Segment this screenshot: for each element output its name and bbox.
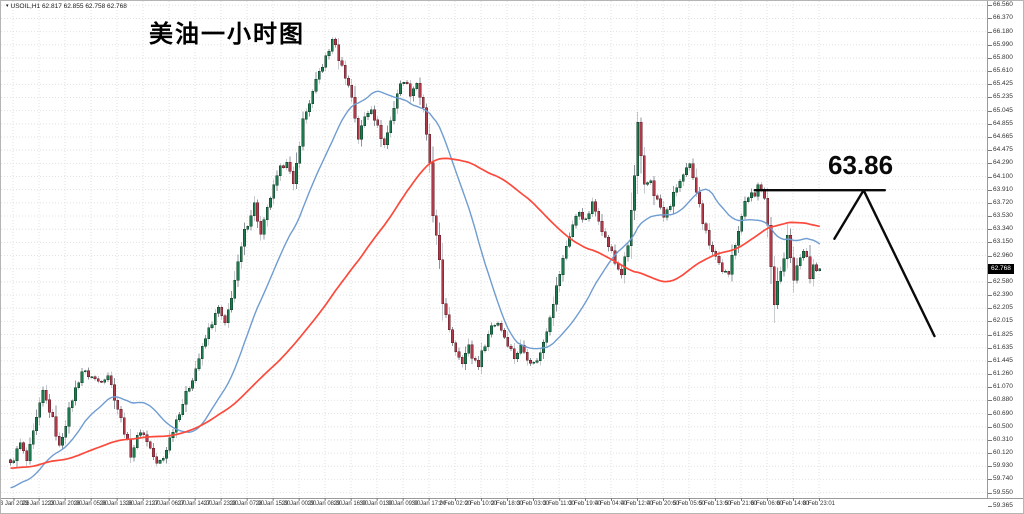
x-axis-label: 4 Feb 12:00 [620, 498, 654, 507]
slow-ma-line [10, 157, 820, 469]
current-price-tag: 62.768 [988, 263, 1014, 274]
symbol-info-line: ▾ USOIL,H1 62.817 62.855 62.758 62.768 [6, 3, 127, 10]
y-axis-label: 63.720 [988, 198, 1013, 206]
y-axis-label: 59.365 [988, 501, 1013, 509]
y-axis-label: 61.635 [988, 343, 1013, 351]
x-axis-label: 30 Jan 09:00 [385, 498, 421, 507]
price-axis[interactable]: 66.560 66.370 66.180 65.990 65.800 65.610 65.4… [987, 1, 1023, 513]
y-axis-label: 62.580 [988, 277, 1013, 285]
y-axis-label: 59.550 [988, 488, 1013, 496]
y-axis-label: 60.120 [988, 449, 1013, 457]
y-axis-label: 62.015 [988, 317, 1013, 325]
x-axis-label: 2 Feb 18:00 [490, 498, 524, 507]
y-axis-label: 65.800 [988, 53, 1013, 61]
y-axis-label: 65.610 [988, 67, 1013, 75]
x-axis-label: 5 Feb 21:00 [724, 498, 758, 507]
y-axis-label: 60.880 [988, 396, 1013, 404]
chart-marker-icon: ▾ [6, 3, 9, 9]
y-axis-label: 59.740 [988, 475, 1013, 483]
x-axis-label: 26 Jan 05:00 [73, 498, 109, 507]
x-axis-label: 4 Feb 20:00 [646, 498, 680, 507]
y-axis-label: 66.560 [988, 1, 1013, 9]
y-axis-label: 64.100 [988, 172, 1013, 180]
x-axis-label: 2 Feb 02:00 [438, 498, 472, 507]
x-axis-label: 23 Jan 12:00 [21, 498, 57, 507]
grid-layer [1, 1, 987, 498]
y-axis-label: 65.425 [988, 80, 1013, 88]
y-axis-label: 63.340 [988, 225, 1013, 233]
axis-separator-vertical [987, 1, 988, 498]
x-axis-label: 29 Jan 00:00 [281, 498, 317, 507]
y-axis-label: 60.500 [988, 422, 1013, 430]
y-axis-label: 63.530 [988, 212, 1013, 220]
x-axis-label: 30 Jan 17:00 [411, 498, 447, 507]
fast-ma-line [10, 90, 821, 489]
x-axis-label: 5 Feb 13:00 [698, 498, 732, 507]
chart-title-annotation[interactable]: 美油一小时图 [149, 21, 305, 48]
x-axis-label: 28 Jan 07:00 [229, 498, 265, 507]
x-axis-label: 28 Jan 15:00 [255, 498, 291, 507]
y-axis-label: 64.665 [988, 133, 1013, 140]
candles-layer [9, 38, 822, 464]
y-axis-label: 64.475 [988, 146, 1013, 154]
x-axis-label: 27 Jan 06:00 [151, 498, 187, 507]
y-axis-label: 60.690 [988, 409, 1013, 417]
y-axis-label: 61.825 [988, 330, 1013, 338]
x-axis-label: 6 Feb 06:00 [750, 498, 784, 507]
x-axis-label: 8 Feb 23:01 [802, 498, 836, 507]
y-axis-label: 63.910 [988, 185, 1013, 193]
x-axis-label: 4 Feb 04:00 [594, 498, 628, 507]
y-axis-label: 62.390 [988, 291, 1013, 299]
x-axis-label: 26 Jan 13:00 [99, 498, 135, 507]
x-axis-label: 3 Feb 11:00 [543, 498, 575, 507]
y-axis-label: 61.445 [988, 356, 1013, 364]
x-axis-label: 5 Feb 05:00 [672, 498, 706, 507]
check-line [833, 188, 865, 241]
x-axis-label: 23 Jan 2026 [1, 498, 30, 507]
y-axis-label: 61.260 [988, 370, 1013, 378]
y-axis-label: 64.855 [988, 119, 1013, 127]
check-line [862, 188, 936, 338]
x-axis-label: 29 Jan 08:00 [307, 498, 343, 507]
symbol-ohlc-text: USOIL,H1 62.817 62.855 62.758 62.768 [10, 3, 127, 10]
axis-separator-horizontal [1, 498, 1023, 499]
y-axis-label: 64.290 [988, 159, 1013, 167]
y-axis-label: 63.150 [988, 238, 1013, 246]
price-annotation-label[interactable]: 63.86 [828, 150, 894, 180]
y-axis-label: 60.310 [988, 435, 1013, 443]
y-axis-label: 61.070 [988, 383, 1013, 391]
x-axis-label: 3 Feb 03:00 [516, 498, 550, 507]
y-axis-label: 59.930 [988, 462, 1013, 470]
y-axis-label: 66.180 [988, 27, 1013, 35]
x-axis-label: 30 Jan 01:00 [359, 498, 395, 507]
x-axis-label: 27 Jan 23:00 [203, 498, 239, 507]
x-axis-label: 26 Jan 21:00 [125, 498, 161, 507]
chart-plot-area[interactable] [1, 1, 987, 498]
x-axis-label: 29 Jan 16:00 [333, 498, 369, 507]
y-axis-label: 65.235 [988, 93, 1013, 101]
x-axis-label: 3 Feb 19:00 [568, 498, 602, 507]
y-axis-label: 65.045 [988, 106, 1013, 114]
x-axis-label: 27 Jan 14:00 [177, 498, 213, 507]
x-axis-label: 6 Feb 14:00 [776, 498, 810, 507]
y-axis-label: 65.990 [988, 40, 1013, 48]
y-axis-label: 66.370 [988, 14, 1013, 22]
y-axis-label: 62.205 [988, 304, 1013, 312]
y-axis-label: 62.960 [988, 251, 1013, 259]
x-axis-label: 2 Feb 10:00 [464, 498, 498, 507]
x-axis-label: 23 Jan 20:00 [47, 498, 83, 507]
drawn-objects-layer[interactable] [753, 188, 936, 338]
